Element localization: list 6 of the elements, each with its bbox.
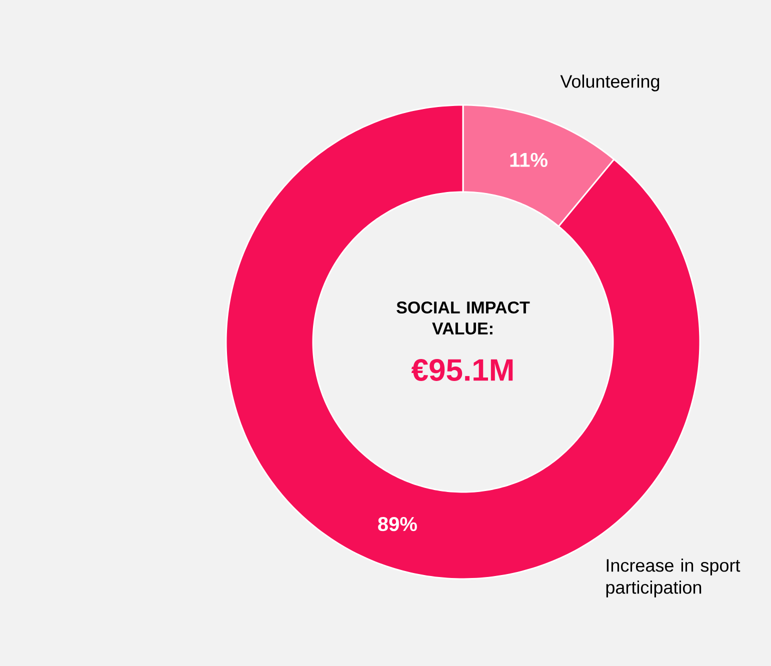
data-label: 11% [510, 152, 548, 167]
text: SOCIAL IMPACT VALUE: [396, 301, 530, 335]
slice-label: Volunteering [560, 74, 660, 92]
text: €95.1M [411, 359, 513, 381]
data-label: 89% [378, 516, 417, 532]
slice-label: Increase in sport participation [606, 558, 740, 598]
